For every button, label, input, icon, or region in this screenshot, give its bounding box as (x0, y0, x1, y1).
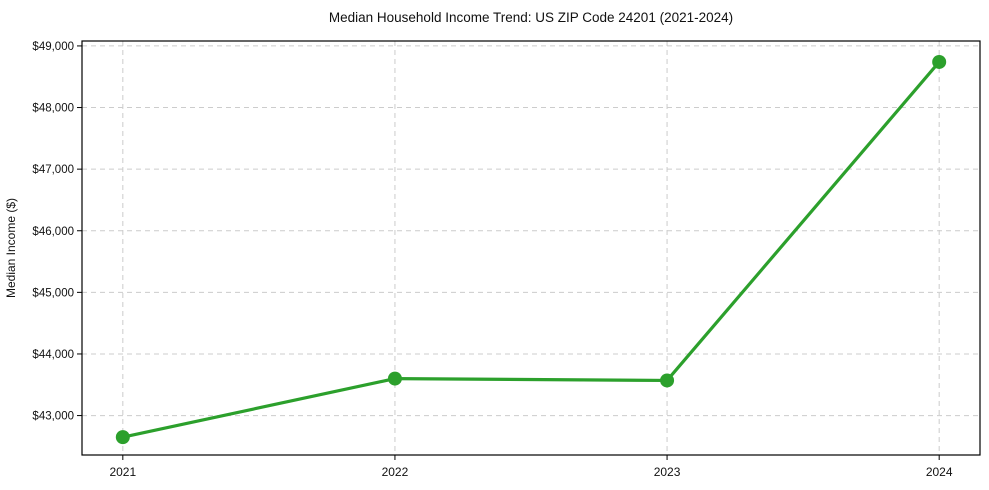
y-tick-label: $44,000 (32, 349, 74, 361)
data-point (932, 54, 947, 69)
x-tick-label: 2023 (654, 465, 681, 479)
y-tick-label: $47,000 (32, 164, 74, 176)
x-tick-label: 2022 (382, 465, 409, 479)
data-point (115, 430, 130, 445)
y-tick-label: $49,000 (32, 41, 74, 53)
x-tick-label: 2021 (109, 465, 136, 479)
trend-line (121, 60, 941, 439)
x-tick-label: 2024 (926, 465, 953, 479)
y-tick-label: $43,000 (32, 411, 74, 423)
y-tick-label: $46,000 (32, 226, 74, 238)
plot-border (81, 40, 981, 456)
chart-title: Median Household Income Trend: US ZIP Co… (329, 10, 733, 25)
y-tick-label: $48,000 (32, 103, 74, 115)
y-axis-title: Median Income ($) (4, 198, 18, 298)
data-point (660, 373, 675, 388)
data-point (387, 371, 402, 386)
plot-area: $43,000 $44,000 $45,000 $46,000 $47,000 $48,0… (32, 40, 981, 479)
y-tick-label: $45,000 (32, 287, 74, 299)
